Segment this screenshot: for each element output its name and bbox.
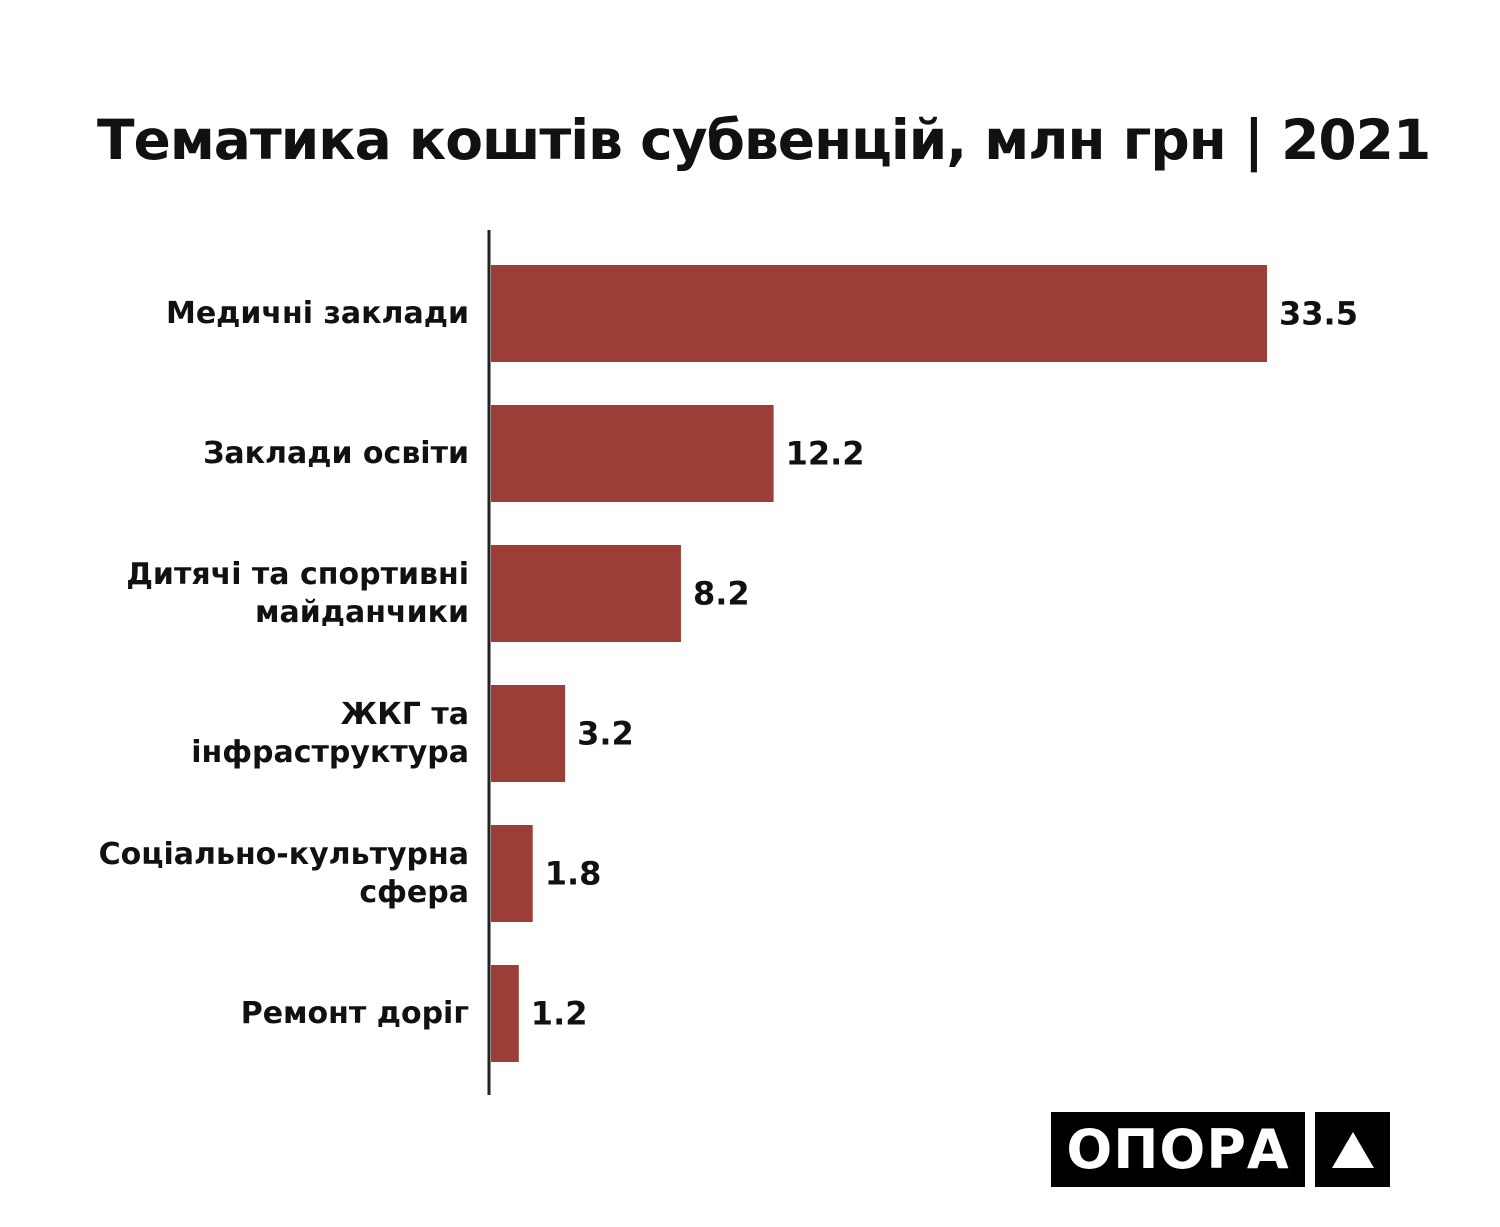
category-label-line: майданчики bbox=[255, 595, 469, 630]
value-label-2: 8.2 bbox=[693, 575, 750, 613]
category-label-line: Соціально-культурна bbox=[99, 837, 469, 872]
category-label-0: Медичні заклади bbox=[166, 296, 469, 331]
category-label-line: Ремонт доріг bbox=[241, 996, 469, 1031]
bar-3 bbox=[491, 685, 566, 782]
labels-layer: 33.5 Медичні заклади 12.2 Заклади освіти 8.2… bbox=[99, 295, 1358, 1033]
bar-2 bbox=[491, 545, 681, 642]
category-label-3: ЖКГ та інфраструктура bbox=[191, 697, 469, 770]
category-label-4: Соціально-культурна сфера bbox=[99, 837, 469, 910]
bar-4 bbox=[491, 825, 533, 922]
bars-layer bbox=[491, 265, 1267, 1062]
category-label-line: інфраструктура bbox=[191, 735, 469, 770]
bar-1 bbox=[491, 405, 774, 502]
value-label-3: 3.2 bbox=[577, 715, 634, 753]
logo-text: ОПОРА bbox=[1051, 1112, 1305, 1187]
category-label-1: Заклади освіти bbox=[203, 436, 469, 471]
category-label-line: ЖКГ та bbox=[341, 697, 469, 732]
triangle-up-icon bbox=[1315, 1112, 1390, 1187]
category-label-line: Дитячі та спортивні bbox=[126, 557, 469, 592]
category-label-line: Заклади освіти bbox=[203, 436, 469, 471]
value-label-1: 12.2 bbox=[786, 435, 865, 473]
value-label-5: 1.2 bbox=[531, 995, 588, 1033]
category-label-line: Медичні заклади bbox=[166, 296, 469, 331]
bar-0 bbox=[491, 265, 1267, 362]
chart-title: Тематика коштів субвенцій, млн грн | 202… bbox=[97, 108, 1431, 172]
category-label-2: Дитячі та спортивні майданчики bbox=[126, 557, 469, 630]
bar-5 bbox=[491, 965, 519, 1062]
category-label-5: Ремонт доріг bbox=[241, 996, 469, 1031]
opora-logo: ОПОРА bbox=[1051, 1112, 1390, 1187]
category-label-line: сфера bbox=[359, 875, 469, 910]
value-label-0: 33.5 bbox=[1279, 295, 1358, 333]
value-label-4: 1.8 bbox=[545, 855, 602, 893]
